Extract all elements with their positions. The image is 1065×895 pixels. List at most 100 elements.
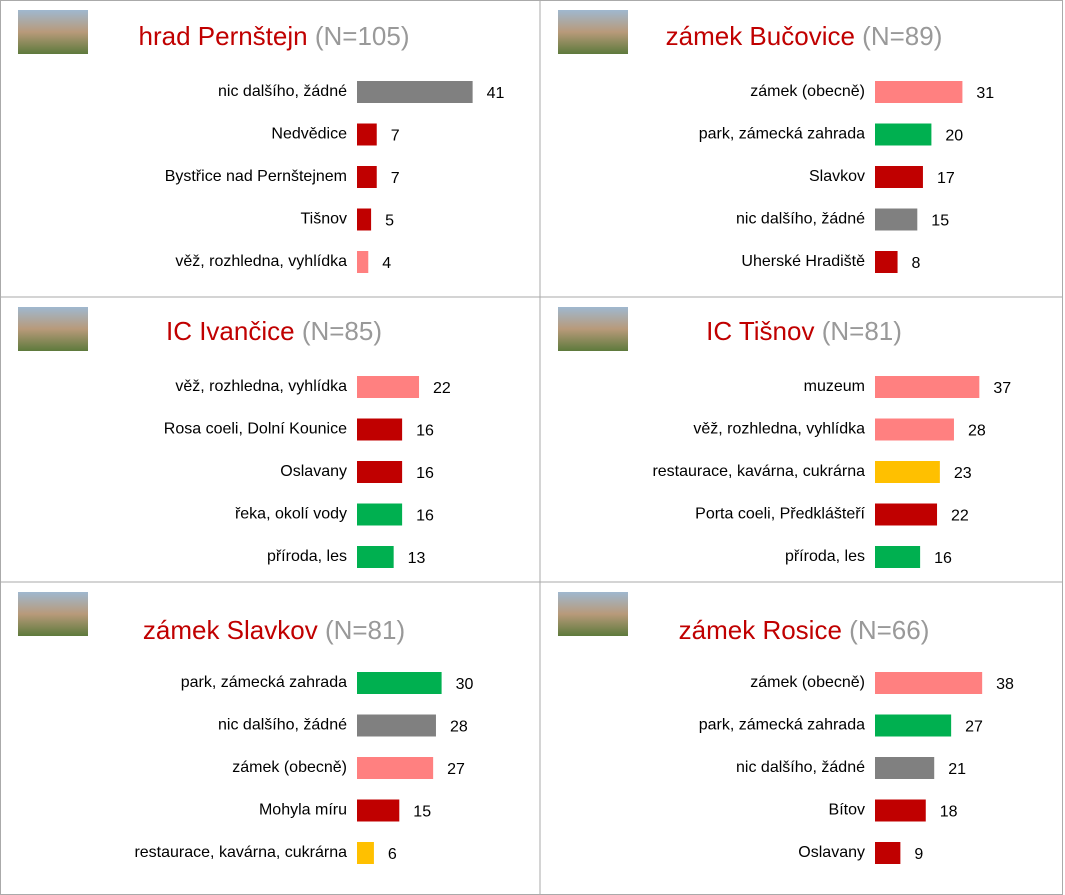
category-label: příroda, les <box>785 548 865 565</box>
category-label: nic dalšího, žádné <box>736 211 865 228</box>
category-label: park, zámecká zahrada <box>699 717 865 734</box>
value-label: 15 <box>413 804 431 821</box>
title-name: zámek Rosice <box>679 615 842 645</box>
bar <box>875 123 932 146</box>
value-label: 22 <box>951 508 969 525</box>
bar <box>357 672 442 694</box>
bar <box>357 714 436 737</box>
value-label: 30 <box>456 676 474 693</box>
value-label: 7 <box>391 170 400 187</box>
value-label: 16 <box>934 550 952 567</box>
category-label: věž, rozhledna, vyhlídka <box>175 253 347 270</box>
bar <box>357 842 374 864</box>
category-label: Oslavany <box>798 844 865 861</box>
category-label: řeka, okolí vody <box>235 506 347 523</box>
category-label: Uherské Hradiště <box>741 253 865 270</box>
category-label: Nedvědice <box>271 126 347 143</box>
value-label: 16 <box>416 423 434 440</box>
bar <box>357 123 377 146</box>
panel-title: zámek Bučovice (N=89) <box>666 21 943 51</box>
category-label: Slavkov <box>809 168 865 185</box>
value-label: 28 <box>450 719 468 736</box>
category-label: Bystřice nad Pernštejnem <box>165 168 347 185</box>
value-label: 18 <box>940 804 958 821</box>
bar <box>357 376 420 398</box>
value-label: 23 <box>954 465 972 482</box>
value-label: 13 <box>408 550 426 567</box>
category-label: nic dalšího, žádné <box>736 759 865 776</box>
bar <box>357 546 394 568</box>
value-label: 5 <box>385 213 394 230</box>
bar <box>875 208 918 231</box>
value-label: 38 <box>996 676 1014 693</box>
value-label: 28 <box>968 423 986 440</box>
bar <box>875 503 938 526</box>
value-label: 16 <box>416 465 434 482</box>
bar <box>875 546 921 568</box>
title-name: hrad Pernštejn <box>139 21 308 51</box>
value-label: 4 <box>382 255 391 272</box>
bar <box>875 418 954 441</box>
value-label: 41 <box>487 85 505 102</box>
value-label: 6 <box>388 846 397 863</box>
panel-title: IC Ivančice (N=85) <box>166 316 382 346</box>
category-label: zámek (obecně) <box>750 83 865 100</box>
title-count: (N=89) <box>862 21 942 51</box>
bar <box>875 842 901 864</box>
bar <box>357 166 377 188</box>
value-label: 27 <box>965 719 983 736</box>
title-name: zámek Bučovice <box>666 21 855 51</box>
category-label: zámek (obecně) <box>750 674 865 691</box>
bar <box>357 208 372 231</box>
category-label: Tišnov <box>300 211 347 228</box>
bar <box>875 672 983 694</box>
category-label: restaurace, kavárna, cukrárna <box>134 844 347 861</box>
title-name: zámek Slavkov <box>143 615 318 645</box>
category-label: Bítov <box>829 802 865 819</box>
title-count: (N=105) <box>315 21 410 51</box>
thumbnail <box>18 307 88 351</box>
value-label: 7 <box>391 128 400 145</box>
title-count: (N=81) <box>325 615 405 645</box>
panel-title: zámek Slavkov (N=81) <box>143 615 405 645</box>
bar <box>875 757 935 779</box>
bar <box>875 376 980 398</box>
category-label: nic dalšího, žádné <box>218 83 347 100</box>
thumbnail <box>558 592 628 636</box>
value-label: 27 <box>447 761 465 778</box>
title-count: (N=81) <box>822 316 902 346</box>
value-label: 20 <box>945 128 963 145</box>
bar <box>357 799 400 822</box>
category-label: věž, rozhledna, vyhlídka <box>175 378 347 395</box>
category-label: příroda, les <box>267 548 347 565</box>
title-count: (N=66) <box>849 615 929 645</box>
value-label: 17 <box>937 170 955 187</box>
category-label: park, zámecká zahrada <box>699 126 865 143</box>
title-name: IC Tišnov <box>706 316 814 346</box>
value-label: 37 <box>993 380 1011 397</box>
bar <box>875 714 952 737</box>
bar <box>875 251 898 273</box>
bar <box>875 461 940 483</box>
bar <box>357 418 403 441</box>
bar <box>875 166 923 188</box>
thumbnail <box>558 307 628 351</box>
bar <box>357 503 403 526</box>
panel-title: IC Tišnov (N=81) <box>706 316 902 346</box>
category-label: Oslavany <box>280 463 347 480</box>
category-label: Mohyla míru <box>259 802 347 819</box>
thumbnail <box>18 10 88 54</box>
category-label: muzeum <box>804 378 865 395</box>
value-label: 9 <box>914 846 923 863</box>
bar <box>875 81 963 103</box>
panel-title: hrad Pernštejn (N=105) <box>139 21 410 51</box>
thumbnail <box>558 10 628 54</box>
value-label: 22 <box>433 380 451 397</box>
category-label: Rosa coeli, Dolní Kounice <box>164 421 347 438</box>
bar <box>357 251 369 273</box>
value-label: 16 <box>416 508 434 525</box>
category-label: nic dalšího, žádné <box>218 717 347 734</box>
bar <box>357 81 473 103</box>
value-label: 15 <box>931 213 949 230</box>
